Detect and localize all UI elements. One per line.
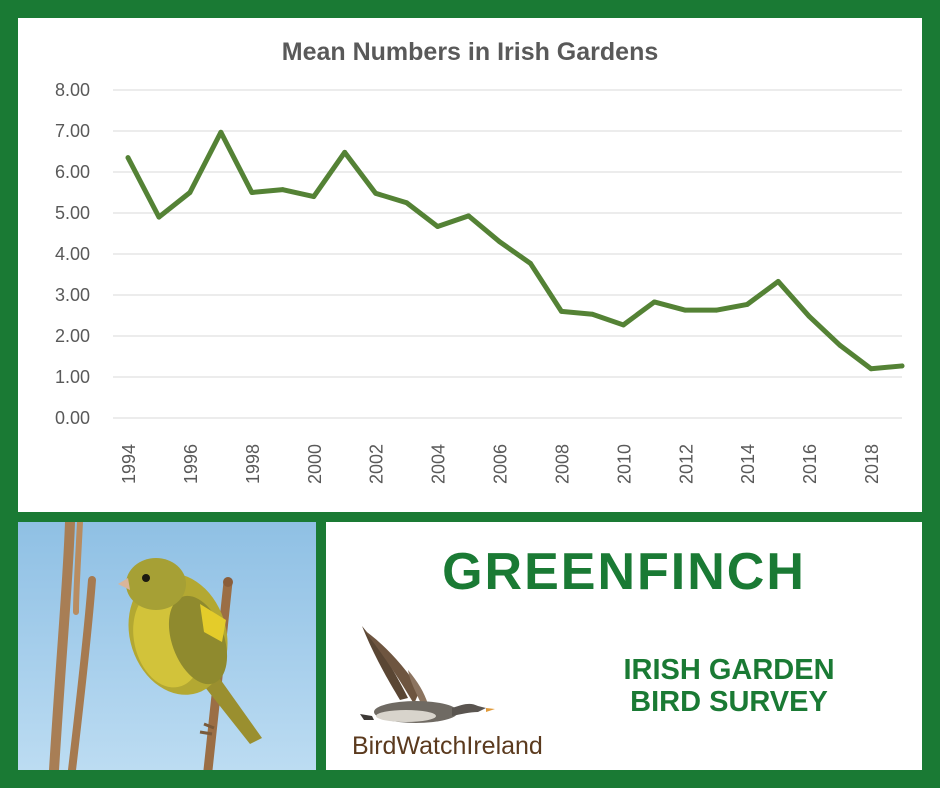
data-point	[713, 307, 719, 313]
data-point	[651, 299, 657, 305]
x-tick-label: 2004	[429, 444, 449, 484]
data-point	[435, 224, 440, 229]
bird	[118, 558, 262, 744]
y-tick-label: 1.00	[55, 367, 90, 387]
x-tick-label: 1996	[181, 444, 201, 484]
data-point	[404, 200, 410, 206]
data-point	[466, 213, 471, 219]
chart-panel: Mean Numbers in Irish Gardens 0.00 1.00 2.…	[18, 18, 922, 512]
line-chart: Mean Numbers in Irish Gardens 0.00 1.00 2.…	[55, 38, 905, 484]
data-point	[590, 311, 595, 317]
logo-wordmark: BirdWatchIreland	[352, 732, 543, 761]
data-point	[620, 322, 626, 328]
x-tick-label: 2006	[491, 444, 511, 484]
y-tick-label: 5.00	[55, 203, 90, 223]
logo-part-a: BirdWatch	[352, 732, 467, 760]
x-tick-label: 2012	[676, 444, 696, 484]
data-point	[497, 239, 502, 245]
data-point	[775, 279, 781, 284]
data-point	[218, 129, 224, 135]
chart-title: Mean Numbers in Irish Gardens	[282, 38, 659, 66]
brand-panel: GREENFINCH IRISH GARDEN BIRD SURVEY Bird…	[326, 522, 922, 770]
data-point	[899, 363, 905, 369]
twig-left	[49, 522, 75, 770]
greenfinch-photo	[18, 522, 316, 770]
data-point	[528, 261, 533, 266]
data-point	[156, 214, 162, 220]
x-tick-label: 2000	[305, 444, 325, 484]
y-tick-label: 4.00	[55, 244, 90, 264]
data-point	[868, 366, 874, 372]
logo-part-b: Ireland	[466, 732, 543, 760]
x-tick-label: 2018	[862, 444, 882, 484]
data-point	[125, 155, 131, 161]
data-point	[744, 302, 750, 307]
x-tick-label: 1998	[243, 444, 263, 484]
twig-bud	[223, 577, 233, 587]
series-line	[125, 129, 905, 372]
data-point	[249, 190, 255, 195]
survey-line-2: BIRD SURVEY	[630, 686, 828, 718]
data-point	[837, 343, 843, 348]
x-tick-label: 2014	[738, 444, 758, 484]
species-title: GREENFINCH	[442, 543, 806, 601]
twig-left-2	[68, 576, 96, 770]
x-tick-label: 2008	[552, 444, 572, 484]
survey-line-1: IRISH GARDEN	[623, 654, 835, 686]
data-point	[280, 187, 286, 193]
x-tick-label: 2016	[800, 444, 820, 484]
x-tick-label: 2002	[367, 444, 387, 484]
data-point	[559, 309, 564, 314]
data-point	[806, 313, 812, 319]
y-tick-label: 8.00	[55, 80, 90, 100]
x-tick-label: 2010	[614, 444, 634, 484]
twig-left-branch	[73, 522, 83, 615]
goose-logo-icon	[360, 626, 495, 723]
survey-title: IRISH GARDEN BIRD SURVEY	[594, 654, 864, 718]
y-tick-label: 6.00	[55, 162, 90, 182]
y-tick-label: 7.00	[55, 121, 90, 141]
y-tick-label: 2.00	[55, 326, 90, 346]
birdwatch-logo: BirdWatchIreland	[348, 620, 578, 760]
data-point	[373, 190, 379, 196]
y-tick-label: 3.00	[55, 285, 90, 305]
data-point	[187, 190, 193, 195]
data-point	[342, 149, 348, 155]
y-tick-label: 0.00	[55, 408, 90, 428]
x-tick-label: 1994	[119, 444, 139, 484]
data-point	[682, 307, 688, 313]
data-point	[311, 194, 317, 200]
